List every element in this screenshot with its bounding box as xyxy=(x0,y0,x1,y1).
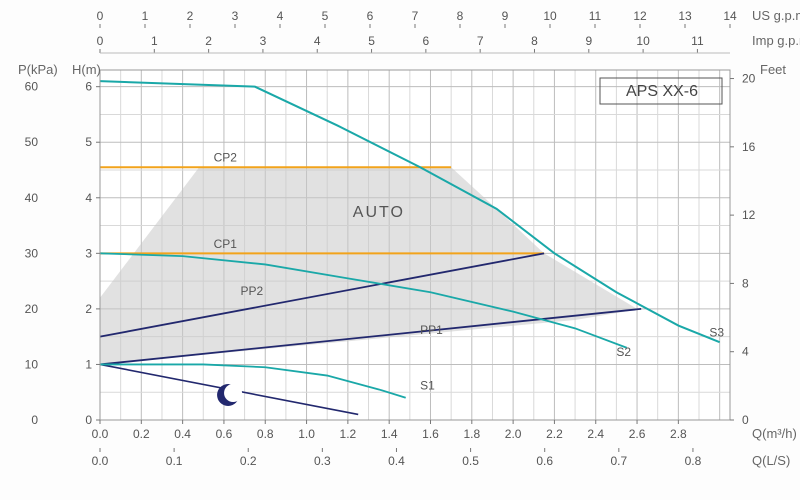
label-s3: S3 xyxy=(709,326,724,340)
tick-us: 13 xyxy=(678,9,692,23)
tick-us: 10 xyxy=(543,9,557,23)
label-s1: S1 xyxy=(420,378,435,392)
tick-hm: 5 xyxy=(85,135,92,149)
tick-us: 9 xyxy=(502,9,509,23)
tick-hm: 6 xyxy=(85,80,92,94)
tick-ls: 0.0 xyxy=(92,454,109,468)
moon-cut xyxy=(224,384,242,402)
tick-us: 6 xyxy=(367,9,374,23)
tick-m3h: 2.4 xyxy=(587,427,604,441)
tick-imp: 6 xyxy=(423,34,430,48)
tick-feet: 20 xyxy=(742,72,756,86)
tick-imp: 9 xyxy=(585,34,592,48)
tick-us: 12 xyxy=(633,9,647,23)
tick-hm: 1 xyxy=(85,357,92,371)
tick-hm: 3 xyxy=(85,246,92,260)
tick-ls: 0.7 xyxy=(610,454,627,468)
tick-m3h: 1.6 xyxy=(422,427,439,441)
tick-feet: 16 xyxy=(742,140,756,154)
tick-imp: 10 xyxy=(636,34,650,48)
tick-feet: 12 xyxy=(742,208,756,222)
tick-m3h: 2.0 xyxy=(505,427,522,441)
axis-ls: Q(L/S) xyxy=(752,453,790,468)
axis-imp: Imp g.p.m xyxy=(752,33,800,48)
tick-pkpa: 30 xyxy=(25,246,39,260)
tick-imp: 11 xyxy=(691,34,704,48)
tick-ls: 0.6 xyxy=(536,454,553,468)
tick-m3h: 2.6 xyxy=(629,427,646,441)
tick-us: 1 xyxy=(142,9,149,23)
label-s2: S2 xyxy=(616,345,631,359)
axis-us: US g.p.m xyxy=(752,8,800,23)
tick-us: 5 xyxy=(322,9,329,23)
tick-ls: 0.5 xyxy=(462,454,479,468)
tick-us: 3 xyxy=(232,9,239,23)
axis-feet: Feet xyxy=(760,62,786,77)
tick-us: 8 xyxy=(457,9,464,23)
tick-imp: 2 xyxy=(205,34,212,48)
tick-m3h: 0.6 xyxy=(216,427,233,441)
tick-feet: 4 xyxy=(742,345,749,359)
tick-ls: 0.4 xyxy=(388,454,405,468)
tick-m3h: 0.4 xyxy=(174,427,191,441)
tick-pkpa: 50 xyxy=(25,135,39,149)
tick-pkpa: 10 xyxy=(25,357,39,371)
tick-hm: 4 xyxy=(85,191,92,205)
tick-imp: 5 xyxy=(368,34,375,48)
tick-ls: 0.1 xyxy=(166,454,183,468)
tick-feet: 0 xyxy=(742,413,749,427)
tick-m3h: 1.4 xyxy=(381,427,398,441)
tick-hm: 2 xyxy=(85,302,92,316)
tick-imp: 4 xyxy=(314,34,321,48)
tick-imp: 8 xyxy=(531,34,538,48)
tick-ls: 0.3 xyxy=(314,454,331,468)
tick-m3h: 0.2 xyxy=(133,427,150,441)
label-cp2: CP2 xyxy=(214,151,238,165)
tick-imp: 3 xyxy=(260,34,267,48)
tick-m3h: 2.8 xyxy=(670,427,687,441)
tick-us: 14 xyxy=(723,9,737,23)
tick-us: 0 xyxy=(97,9,104,23)
tick-m3h: 0.0 xyxy=(92,427,109,441)
label-cp1: CP1 xyxy=(214,237,238,251)
tick-ls: 0.2 xyxy=(240,454,257,468)
auto-label: AUTO xyxy=(353,204,405,221)
tick-m3h: 0.8 xyxy=(257,427,274,441)
tick-pkpa: 40 xyxy=(25,191,39,205)
tick-m3h: 1.2 xyxy=(340,427,357,441)
label-pp2: PP2 xyxy=(240,284,263,298)
label-pp1: PP1 xyxy=(420,323,443,337)
chart-title: APS XX-6 xyxy=(626,83,698,100)
tick-pkpa: 0 xyxy=(31,413,38,427)
tick-us: 2 xyxy=(187,9,194,23)
axis-m3h: Q(m³/h) xyxy=(752,426,797,441)
tick-m3h: 1.0 xyxy=(298,427,315,441)
axis-pkpa: P(kPa) xyxy=(18,62,58,77)
tick-imp: 0 xyxy=(97,34,104,48)
tick-pkpa: 60 xyxy=(25,80,39,94)
tick-us: 7 xyxy=(412,9,419,23)
tick-us: 11 xyxy=(589,9,602,23)
tick-pkpa: 20 xyxy=(25,302,39,316)
axis-hm: H(m) xyxy=(72,62,101,77)
tick-ls: 0.8 xyxy=(685,454,702,468)
tick-hm: 0 xyxy=(85,413,92,427)
tick-imp: 1 xyxy=(151,34,158,48)
tick-m3h: 1.8 xyxy=(463,427,480,441)
tick-us: 4 xyxy=(277,9,284,23)
tick-imp: 7 xyxy=(477,34,484,48)
tick-m3h: 2.2 xyxy=(546,427,563,441)
tick-feet: 8 xyxy=(742,276,749,290)
